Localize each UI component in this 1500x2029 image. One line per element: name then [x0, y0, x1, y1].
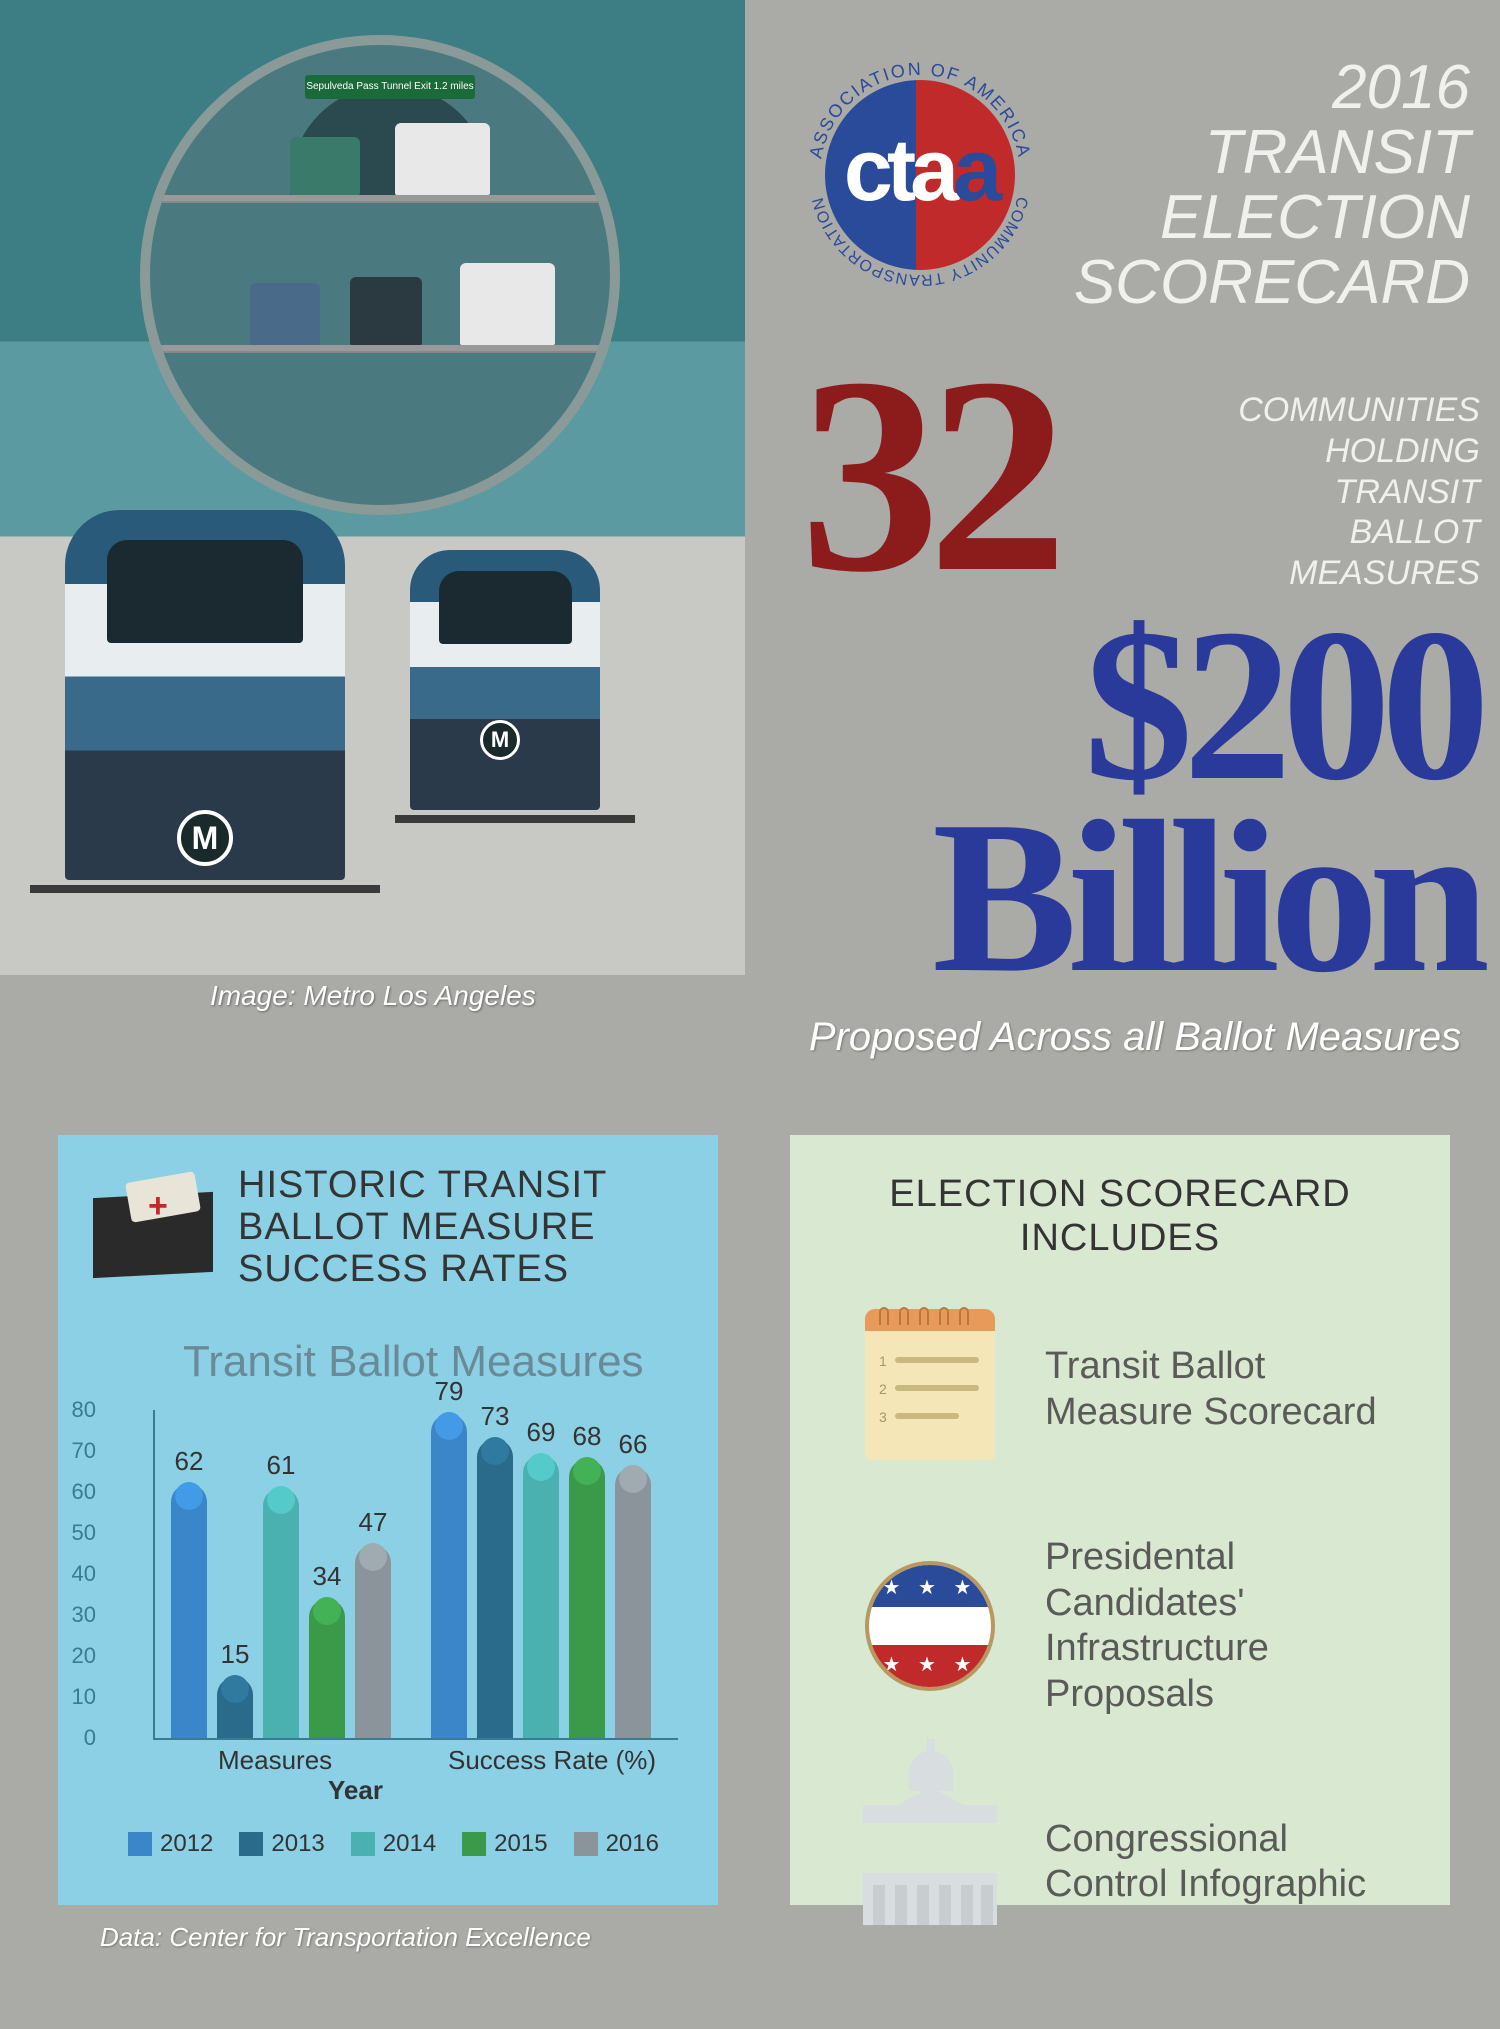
y-tick: 70 [72, 1438, 96, 1464]
includes-panel: ELECTION SCORECARD INCLUDES 1 2 3 Transi… [790, 1135, 1450, 1905]
chart-bar: 66 [615, 1467, 651, 1738]
bar-value-label: 66 [613, 1429, 653, 1460]
y-tick: 30 [72, 1602, 96, 1628]
capitol-icon [855, 1787, 1005, 1937]
chart-subtitle: Transit Ballot Measures [183, 1337, 644, 1387]
legend-label: 2016 [606, 1830, 659, 1858]
x-group-label: Measures [218, 1745, 332, 1776]
legend-item: 2016 [574, 1830, 659, 1858]
stat-communities-label: COMMUNITIES HOLDING TRANSIT BALLOT MEASU… [1210, 390, 1480, 594]
tunnel-cutaway: Sepulveda Pass Tunnel Exit 1.2 miles [140, 35, 620, 515]
bar-value-label: 47 [353, 1507, 393, 1538]
chart-bar: 47 [355, 1545, 391, 1738]
chart-bar: 68 [569, 1459, 605, 1738]
train-rear: M [410, 550, 600, 810]
ctaa-logo: ASSOCIATION OF AMERICA COMMUNITY TRANSPO… [790, 45, 1050, 305]
y-tick: 50 [72, 1520, 96, 1546]
notepad-icon: 1 2 3 [855, 1315, 1005, 1465]
ballot-box-icon: + [93, 1165, 213, 1275]
bar-value-label: 69 [521, 1417, 561, 1448]
bar-chart: 01020304050607080 62156134477973696866 M… [113, 1410, 678, 1740]
x-group-label: Success Rate (%) [448, 1745, 656, 1776]
hero-image-credit: Image: Metro Los Angeles [210, 980, 536, 1012]
includes-item-label: Presidental Candidates' Infrastructure P… [1045, 1535, 1410, 1717]
includes-item: Congressional Control Infographic [855, 1787, 1410, 1937]
chart-bar: 62 [171, 1484, 207, 1738]
bar-value-label: 62 [169, 1446, 209, 1477]
includes-item: ★ ★ ★ ★ ★ ★ Presidental Candidates' Infr… [855, 1535, 1410, 1717]
train-front: M [65, 510, 345, 880]
legend-item: 2012 [128, 1830, 213, 1858]
metro-badge-icon: M [480, 720, 520, 760]
legend-label: 2015 [494, 1830, 547, 1858]
includes-item-label: Transit Ballot Measure Scorecard [1045, 1344, 1410, 1435]
bar-value-label: 61 [261, 1450, 301, 1481]
bar-value-label: 68 [567, 1421, 607, 1452]
y-tick: 0 [84, 1725, 96, 1751]
legend-swatch [128, 1832, 152, 1856]
stat-proposed-caption: Proposed Across all Ballot Measures [790, 1015, 1480, 1060]
bar-value-label: 79 [429, 1376, 469, 1407]
chart-data-credit: Data: Center for Transportation Excellen… [100, 1922, 591, 1953]
chart-title: HISTORIC TRANSIT BALLOT MEASURE SUCCESS … [238, 1165, 607, 1290]
legend-item: 2013 [239, 1830, 324, 1858]
tunnel-sign: Sepulveda Pass Tunnel Exit 1.2 miles [305, 75, 475, 99]
metro-badge-icon: M [177, 810, 233, 866]
legend-label: 2012 [160, 1830, 213, 1858]
bar-value-label: 73 [475, 1401, 515, 1432]
chart-legend: 2012 2013 2014 2015 2016 [128, 1830, 659, 1858]
hero-illustration: Sepulveda Pass Tunnel Exit 1.2 miles M M [0, 0, 745, 975]
chart-bar: 34 [309, 1599, 345, 1738]
legend-swatch [351, 1832, 375, 1856]
chart-bar: 79 [431, 1414, 467, 1738]
x-axis-title: Year [328, 1775, 383, 1806]
chart-panel: + HISTORIC TRANSIT BALLOT MEASURE SUCCES… [58, 1135, 718, 1905]
legend-item: 2015 [462, 1830, 547, 1858]
includes-item: 1 2 3 Transit Ballot Measure Scorecard [855, 1315, 1410, 1465]
y-tick: 80 [72, 1397, 96, 1423]
chart-bar: 69 [523, 1455, 559, 1738]
chart-bar: 15 [217, 1677, 253, 1739]
includes-item-label: Congressional Control Infographic [1045, 1817, 1410, 1908]
stat-proposed-value: $200 Billion [790, 610, 1480, 994]
logo-acronym: ctaa [790, 119, 1050, 221]
bar-value-label: 34 [307, 1561, 347, 1592]
y-tick: 20 [72, 1643, 96, 1669]
y-tick: 60 [72, 1479, 96, 1505]
y-tick: 40 [72, 1561, 96, 1587]
y-tick: 10 [72, 1684, 96, 1710]
stat-communities-value: 32 [800, 335, 1056, 615]
legend-label: 2014 [383, 1830, 436, 1858]
legend-item: 2014 [351, 1830, 436, 1858]
chart-bar: 61 [263, 1488, 299, 1738]
legend-label: 2013 [271, 1830, 324, 1858]
legend-swatch [462, 1832, 486, 1856]
bar-value-label: 15 [215, 1639, 255, 1670]
legend-swatch [239, 1832, 263, 1856]
star-badge-icon: ★ ★ ★ ★ ★ ★ [855, 1551, 1005, 1701]
chart-bar: 73 [477, 1439, 513, 1738]
includes-title: ELECTION SCORECARD INCLUDES [790, 1173, 1450, 1260]
legend-swatch [574, 1832, 598, 1856]
page-title: 2016 TRANSIT ELECTION SCORECARD [1070, 55, 1470, 315]
